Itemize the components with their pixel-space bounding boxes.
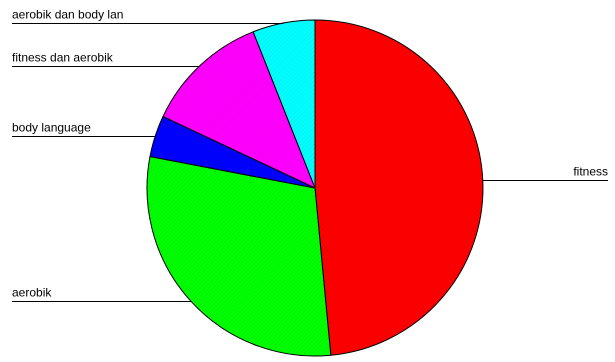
slice-label-aerobik: aerobik [12,286,52,300]
pie-slice-texture-aerobik [147,156,331,356]
pie-texture [147,20,483,356]
slice-label-aerobik-dan-body-lan: aerobik dan body lan [12,8,123,22]
slice-label-body-language: body language [12,121,91,135]
slice-label-fitness-dan-aerobik: fitness dan aerobik [12,51,114,65]
slice-labels: fitness aerobik body language fitness dan a… [12,8,608,300]
pie-slice-texture-fitness [315,20,483,356]
slice-label-fitness: fitness [573,165,608,179]
leader-lines [12,23,608,302]
pie-slice-texture-fitness-dan-aerobik [162,31,315,188]
pie-slice-texture-body-language [149,116,315,188]
pie-slice-texture-aerobik-dan-body-lan [253,20,315,188]
